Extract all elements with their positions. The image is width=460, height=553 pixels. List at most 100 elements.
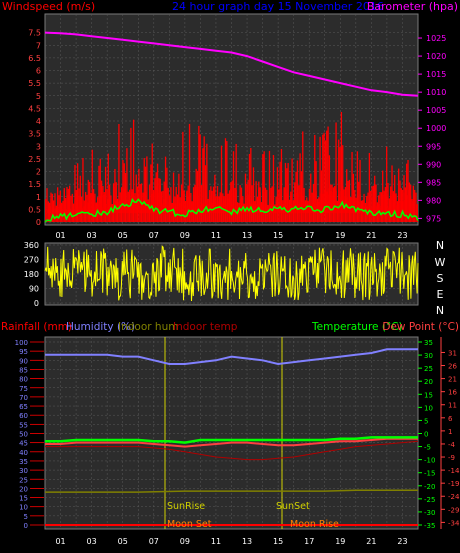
humidity-tick-label: 35	[19, 458, 28, 466]
barometer-tick-label: 1025	[426, 34, 446, 43]
hour-tick-label: 09	[180, 537, 190, 546]
sunrise-label: SunRise	[167, 501, 205, 512]
hour-tick-label: 21	[366, 537, 376, 546]
hour-tick-label: 05	[118, 537, 128, 546]
humidity-axis-label: Humidity (%)	[66, 321, 135, 333]
temperature-tick-label: -35	[424, 522, 435, 530]
hour-tick-label: 19	[335, 537, 345, 546]
windspeed-tick-label: 3.5	[28, 130, 41, 139]
dewpoint-tick-label: -19	[448, 480, 459, 488]
barometer-line	[44, 31, 419, 97]
windspeed-tick-label: 5.5	[28, 79, 41, 88]
windspeed-tick-label: 6	[36, 67, 41, 76]
humidity-tick-label: 5	[24, 513, 28, 521]
temperature-tick-label: 25	[424, 365, 433, 373]
hour-tick-label: 03	[87, 231, 97, 240]
dewpoint-axis-label: Dew Point (°C)	[382, 321, 459, 333]
temperature-tick-label: 30	[424, 352, 433, 360]
chart-title: 24 hour graph day 15 November 2016	[172, 0, 384, 13]
barometer-axis-label: Barometer (hpa)	[367, 0, 458, 13]
windspeed-tick-label: 4	[36, 117, 41, 126]
windspeed-tick-label: 3	[36, 142, 41, 151]
direction-tick-label: 0	[34, 299, 39, 308]
dewpoint-tick-label: -14	[448, 467, 460, 475]
barometer-tick-label: 1000	[426, 124, 446, 133]
wind-baro-panel: 00.511.522.533.544.555.566.577.5 9759809…	[28, 13, 446, 240]
hour-axis-ticks-top: 01 03 05 07 09 11 13 15 17 19 21 23	[55, 231, 407, 240]
windspeed-tick-label: 7	[36, 41, 41, 50]
humidity-tick-label: 90	[19, 357, 28, 365]
humidity-tick-label: 30	[19, 467, 28, 475]
temperature-axis-ticks: -35 -30 -25 -20 -15 -10 -5 0 5 10 15 20 25 30 35	[418, 339, 435, 530]
hour-tick-label: 11	[211, 231, 221, 240]
barometer-tick-label: 975	[426, 214, 441, 223]
humidity-tick-label: 50	[19, 431, 28, 439]
hour-tick-label: 21	[366, 231, 376, 240]
windspeed-tick-label: 1	[36, 193, 41, 202]
indoor-hum-label: Indoor hum	[118, 321, 178, 333]
hour-tick-label: 23	[397, 537, 407, 546]
humidity-tick-label: 55	[19, 421, 28, 429]
hour-tick-label: 01	[55, 231, 65, 240]
windspeed-tick-label: 2.5	[28, 155, 41, 164]
windspeed-tick-label: 0.5	[28, 205, 41, 214]
barometer-tick-label: 1010	[426, 88, 446, 97]
windspeed-tick-label: 7.5	[28, 29, 41, 38]
direction-tick-label: 270	[24, 256, 39, 265]
barometer-axis-ticks: 975 980 985 990 995 1000 1005 1010 1015 1020 1025	[418, 34, 446, 223]
windspeed-tick-label: 6.5	[28, 54, 41, 63]
hour-tick-label: 05	[118, 231, 128, 240]
windspeed-axis-label: Windspeed (m/s)	[2, 0, 95, 13]
wind-direction-panel: 0 90 180 270 360	[24, 241, 419, 308]
barometer-tick-label: 1020	[426, 52, 446, 61]
temperature-tick-label: -30	[424, 509, 435, 517]
dewpoint-tick-label: 16	[448, 389, 457, 397]
humidity-tick-label: 45	[19, 440, 28, 448]
dewpoint-tick-label: -4	[448, 441, 456, 449]
humidity-tick-label: 95	[19, 348, 28, 356]
dewpoint-tick-label: -29	[448, 506, 459, 514]
sunset-label: SunSet	[276, 501, 310, 512]
moonrise-label: Moon Rise	[290, 519, 339, 530]
windspeed-tick-label: 5	[36, 92, 41, 101]
indoor-humidity-line	[45, 489, 418, 493]
temperature-tick-label: 5	[424, 417, 428, 425]
indoor-temperature-line	[45, 440, 419, 461]
humidity-tick-label: 20	[19, 485, 28, 493]
humidity-tick-label: 0	[24, 522, 28, 530]
temperature-tick-label: -10	[424, 457, 435, 465]
compass-label-n-top: N	[436, 239, 444, 252]
temp-hum-grid	[45, 337, 418, 529]
barometer-tick-label: 985	[426, 178, 441, 187]
barometer-tick-label: 1015	[426, 70, 446, 79]
hour-tick-label: 07	[149, 231, 159, 240]
barometer-tick-label: 1005	[426, 106, 446, 115]
barometer-tick-label: 990	[426, 160, 441, 169]
humidity-tick-label: 40	[19, 449, 28, 457]
direction-axis-ticks: 0 90 180 270 360	[24, 241, 39, 308]
compass-label-s: S	[437, 272, 444, 285]
temperature-tick-label: 35	[424, 339, 433, 347]
barometer-tick-label: 995	[426, 142, 441, 151]
hour-tick-label: 23	[397, 231, 407, 240]
average-wind-line	[44, 198, 419, 223]
hour-tick-label: 01	[55, 537, 65, 546]
hour-axis-ticks-bottom: 01 03 05 07 09 11 13 15 17 19 21 23	[55, 537, 407, 546]
humidity-line	[45, 348, 418, 366]
dewpoint-tick-label: 21	[448, 376, 457, 384]
temperature-line	[45, 436, 418, 444]
dewpoint-tick-label: 31	[448, 349, 457, 357]
dewpoint-tick-label: 11	[448, 402, 457, 410]
compass-label-w: W	[435, 256, 446, 269]
temperature-tick-label: -20	[424, 483, 435, 491]
temperature-tick-label: -5	[424, 444, 431, 452]
temp-hum-panel: SunRise SunSet Moon Set Moon Rise 051015…	[15, 336, 460, 546]
dewpoint-tick-label: 1	[448, 428, 452, 436]
windspeed-axis-ticks: 0 0.5 1 1.5 2 2.5 3 3.5 4 4.5 5 5.5 6 6.5 7 7.5	[28, 29, 41, 227]
temperature-tick-label: -15	[424, 470, 435, 478]
hour-tick-label: 03	[87, 537, 97, 546]
